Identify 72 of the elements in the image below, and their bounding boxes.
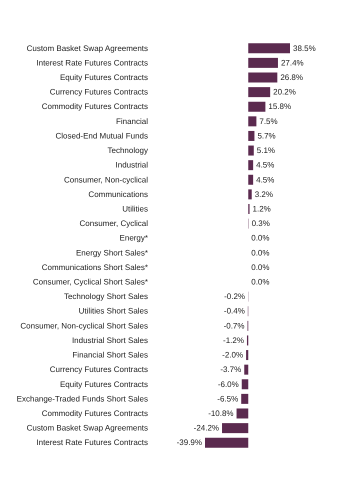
y-tick-label: Technology Short Sales bbox=[64, 292, 148, 302]
data-label: 0.0% bbox=[251, 248, 270, 258]
y-tick-label: Custom Basket Swap Agreements bbox=[26, 44, 148, 53]
data-label: -39.9% bbox=[176, 438, 202, 448]
y-tick-label: Exchange-Traded Funds Short Sales bbox=[16, 394, 148, 404]
bar bbox=[248, 102, 266, 112]
y-tick-label: Utilities Short Sales bbox=[78, 306, 148, 316]
data-label: -0.2% bbox=[224, 292, 246, 302]
y-tick-label: Equity Futures Contracts bbox=[60, 380, 148, 389]
data-label: -24.2% bbox=[194, 424, 220, 433]
y-tick-label: Currency Futures Contracts bbox=[50, 88, 148, 97]
data-label: 38.5% bbox=[293, 44, 316, 53]
bar bbox=[241, 394, 248, 404]
data-label: 7.5% bbox=[259, 116, 278, 126]
data-label: 0.0% bbox=[251, 262, 270, 272]
data-label: 4.5% bbox=[256, 160, 274, 170]
y-tick-label: Financial bbox=[116, 116, 148, 126]
data-label: -3.7% bbox=[220, 365, 242, 374]
data-label: 0.0% bbox=[251, 278, 270, 287]
y-tick-label: Communications bbox=[88, 190, 148, 199]
y-tick-label: Technology bbox=[108, 146, 148, 156]
data-label: 27.4% bbox=[280, 58, 304, 68]
y-tick-label: Consumer, Non-cyclical bbox=[64, 175, 148, 184]
y-tick-label: Closed-End Mutual Funds bbox=[56, 131, 148, 140]
data-label: 4.5% bbox=[256, 175, 274, 184]
data-label: 3.2% bbox=[254, 190, 273, 199]
bar bbox=[242, 379, 248, 390]
y-tick-label: Currency Futures Contracts bbox=[50, 365, 148, 374]
bar bbox=[244, 364, 248, 375]
bar bbox=[248, 72, 278, 83]
bar bbox=[248, 130, 254, 141]
y-tick-label: Interest Rate Futures Contracts bbox=[36, 438, 148, 448]
y-tick-label: Energy Short Sales* bbox=[76, 248, 148, 258]
y-tick-label: Custom Basket Swap Agreements bbox=[26, 424, 148, 433]
data-label: -6.0% bbox=[218, 380, 239, 389]
bar bbox=[236, 408, 248, 418]
bar bbox=[248, 116, 256, 126]
bar bbox=[205, 438, 248, 448]
y-tick-label: Interest Rate Futures Contracts bbox=[36, 58, 148, 68]
bar bbox=[248, 87, 270, 98]
bar bbox=[222, 423, 248, 434]
y-tick-label: Financial Short Sales bbox=[72, 350, 148, 360]
y-tick-label: Energy* bbox=[120, 234, 148, 243]
bar bbox=[248, 160, 254, 170]
data-label: 20.2% bbox=[273, 88, 296, 97]
data-label: -2.0% bbox=[222, 350, 244, 360]
data-label: 5.1% bbox=[256, 146, 276, 156]
bar bbox=[248, 174, 254, 185]
y-tick-label: Commodity Futures Contracts bbox=[42, 102, 148, 112]
data-label: 0.3% bbox=[252, 219, 270, 228]
y-tick-label: Consumer, Cyclical Short Sales* bbox=[32, 278, 148, 287]
data-label: -10.8% bbox=[208, 408, 234, 418]
y-tick-label: Communications Short Sales* bbox=[42, 262, 148, 272]
y-tick-label: Industrial Short Sales bbox=[72, 336, 148, 345]
data-label: 0.0% bbox=[251, 234, 270, 243]
y-tick-label: Commodity Futures Contracts bbox=[42, 408, 148, 418]
data-label: -6.5% bbox=[217, 394, 238, 404]
y-tick-label: Equity Futures Contracts bbox=[60, 73, 148, 82]
data-label: 15.8% bbox=[268, 102, 292, 112]
data-label: 5.7% bbox=[257, 131, 276, 140]
data-label: 1.2% bbox=[252, 204, 271, 214]
bar bbox=[248, 146, 254, 156]
y-tick-label: Consumer, Non-cyclical Short Sales bbox=[20, 321, 148, 330]
data-label: 26.8% bbox=[280, 73, 304, 82]
bar bbox=[248, 43, 290, 54]
y-tick-label: Consumer, Cyclical bbox=[80, 219, 148, 228]
data-label: -1.2% bbox=[223, 336, 244, 345]
bar bbox=[248, 58, 278, 68]
y-tick-label: Industrial bbox=[116, 160, 148, 170]
data-label: -0.4% bbox=[224, 306, 245, 316]
data-label: -0.7% bbox=[224, 321, 244, 330]
y-tick-label: Utilities bbox=[122, 204, 148, 214]
